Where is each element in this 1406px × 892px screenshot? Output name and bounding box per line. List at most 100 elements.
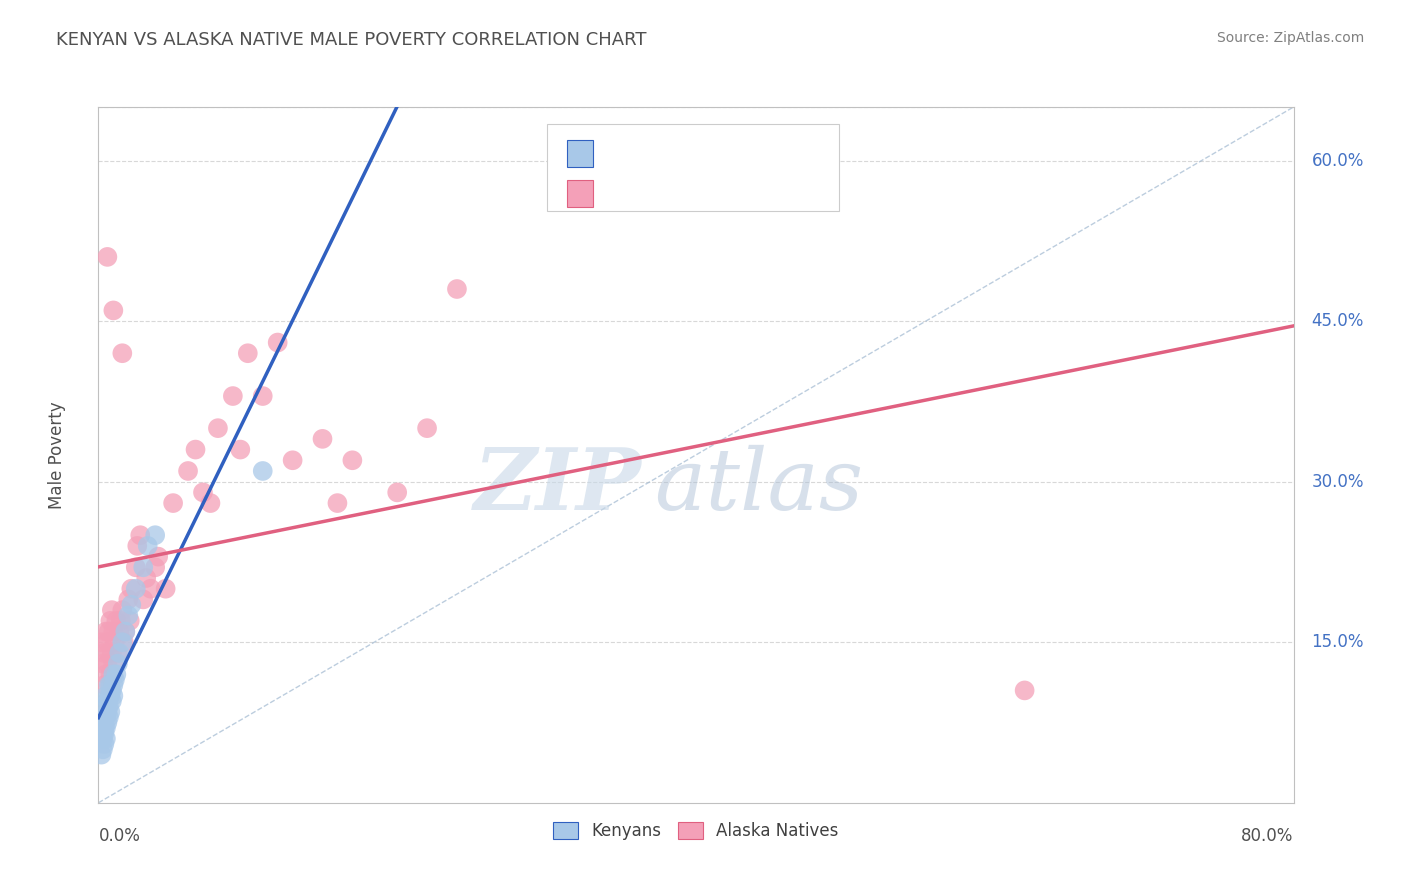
Point xyxy=(103,657,125,671)
Point xyxy=(94,710,117,724)
Point xyxy=(96,694,118,708)
Point xyxy=(120,598,142,612)
Text: 30.0%: 30.0% xyxy=(1312,473,1364,491)
Point xyxy=(94,624,117,639)
Point xyxy=(96,705,118,719)
Point xyxy=(222,389,245,403)
Point xyxy=(342,453,364,467)
Point xyxy=(96,250,118,264)
Point xyxy=(98,614,122,628)
Point xyxy=(1014,683,1036,698)
Point xyxy=(91,657,114,671)
Point xyxy=(446,282,468,296)
Point xyxy=(416,421,439,435)
Point xyxy=(385,485,409,500)
Point xyxy=(191,485,214,500)
Point xyxy=(103,689,125,703)
Point xyxy=(125,582,148,596)
Point xyxy=(94,667,117,681)
Point xyxy=(311,432,333,446)
Point xyxy=(94,731,117,746)
Point xyxy=(104,673,127,687)
Point xyxy=(101,646,124,660)
Text: 45.0%: 45.0% xyxy=(1312,312,1364,330)
Text: R = 0.517: R = 0.517 xyxy=(605,145,696,162)
Point xyxy=(267,335,290,350)
FancyBboxPatch shape xyxy=(547,124,839,211)
Point xyxy=(103,303,125,318)
Point xyxy=(132,592,155,607)
Point xyxy=(148,549,170,564)
Point xyxy=(120,582,142,596)
Point xyxy=(91,742,114,756)
Point xyxy=(162,496,184,510)
Text: 60.0%: 60.0% xyxy=(1312,152,1364,169)
Point xyxy=(108,624,131,639)
Point xyxy=(103,667,125,681)
Point xyxy=(98,667,122,681)
Point xyxy=(136,539,159,553)
Point xyxy=(93,721,115,735)
Point xyxy=(252,464,274,478)
Point xyxy=(117,608,139,623)
Point xyxy=(114,624,136,639)
Point xyxy=(135,571,157,585)
Text: atlas: atlas xyxy=(654,445,863,527)
Point xyxy=(103,624,125,639)
Point xyxy=(252,389,274,403)
Point xyxy=(281,453,304,467)
Point xyxy=(94,689,117,703)
Point xyxy=(97,710,120,724)
Text: Male Poverty: Male Poverty xyxy=(48,401,66,508)
Point xyxy=(93,726,115,740)
Point xyxy=(93,737,115,751)
Point xyxy=(105,667,128,681)
Point xyxy=(98,705,122,719)
Point xyxy=(132,560,155,574)
Point xyxy=(97,678,120,692)
Point xyxy=(111,346,134,360)
Point xyxy=(93,678,115,692)
Point xyxy=(184,442,207,457)
Point xyxy=(105,614,128,628)
Point xyxy=(117,592,139,607)
Point xyxy=(112,635,135,649)
Point xyxy=(127,539,149,553)
Point xyxy=(111,603,134,617)
FancyBboxPatch shape xyxy=(567,140,593,168)
Text: 15.0%: 15.0% xyxy=(1312,633,1364,651)
Point xyxy=(200,496,222,510)
Point xyxy=(98,689,122,703)
Point xyxy=(94,721,117,735)
Point xyxy=(110,614,132,628)
Point xyxy=(125,560,148,574)
Point xyxy=(98,678,122,692)
Text: R = 0.051: R = 0.051 xyxy=(605,185,696,202)
Legend: Kenyans, Alaska Natives: Kenyans, Alaska Natives xyxy=(547,815,845,847)
Text: ZIP: ZIP xyxy=(474,444,643,528)
Point xyxy=(103,678,125,692)
Point xyxy=(101,683,124,698)
Point xyxy=(155,582,177,596)
FancyBboxPatch shape xyxy=(567,179,593,208)
Text: N = 39: N = 39 xyxy=(707,145,769,162)
Point xyxy=(90,635,112,649)
Point xyxy=(97,646,120,660)
Point xyxy=(114,624,136,639)
Point xyxy=(236,346,259,360)
Point xyxy=(104,635,127,649)
Point xyxy=(94,699,117,714)
Point xyxy=(97,689,120,703)
Point xyxy=(96,657,118,671)
Point xyxy=(97,624,120,639)
Point xyxy=(326,496,349,510)
Point xyxy=(143,560,166,574)
Point xyxy=(107,657,129,671)
Point xyxy=(108,646,131,660)
Text: 0.0%: 0.0% xyxy=(98,827,141,845)
Point xyxy=(139,582,162,596)
Text: Source: ZipAtlas.com: Source: ZipAtlas.com xyxy=(1216,31,1364,45)
Point xyxy=(207,421,229,435)
Point xyxy=(96,635,118,649)
Text: N = 55: N = 55 xyxy=(707,185,769,202)
